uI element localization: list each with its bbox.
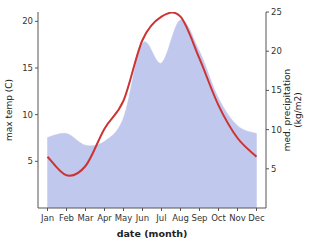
y2-tick-label: 5 bbox=[271, 164, 276, 174]
chart: Jan FebMarAprMayJun Jul AugSep OctNovDec 5 10 1… bbox=[0, 0, 318, 242]
x-tick-label: Apr bbox=[97, 213, 112, 223]
x-tick bbox=[256, 208, 257, 211]
x-axis-line bbox=[38, 208, 266, 209]
y2-axis-label: med. precipitation(kg/m2) bbox=[282, 69, 303, 151]
precipitation-area bbox=[48, 20, 257, 208]
y-tick-label: 15 bbox=[22, 63, 33, 73]
y-tick bbox=[35, 161, 38, 162]
temperature-line bbox=[48, 13, 257, 176]
y2-tick bbox=[266, 129, 269, 130]
x-tick bbox=[161, 208, 162, 211]
x-tick-label: Oct bbox=[211, 213, 226, 223]
y-tick bbox=[35, 21, 38, 22]
x-tick-label: May bbox=[115, 213, 133, 223]
x-tick-label: Jun bbox=[135, 213, 149, 223]
y2-axis-line bbox=[266, 12, 267, 208]
x-tick bbox=[218, 208, 219, 211]
y-tick-label: 10 bbox=[22, 110, 33, 120]
y2-tick bbox=[266, 90, 269, 91]
x-tick-label: Jul bbox=[155, 213, 166, 223]
y2-tick bbox=[266, 51, 269, 52]
x-axis-label: date (month) bbox=[117, 228, 188, 239]
y-axis-line bbox=[38, 12, 39, 208]
x-tick bbox=[47, 208, 48, 211]
y-axis-label: max temp (C) bbox=[4, 79, 14, 141]
y-tick bbox=[35, 114, 38, 115]
x-tick-label: Sep bbox=[191, 213, 207, 223]
x-tick bbox=[85, 208, 86, 211]
chart-container: Jan FebMarAprMayJun Jul AugSep OctNovDec 5 10 1… bbox=[0, 0, 318, 242]
y2-axis-label-line: (kg/m2) bbox=[293, 92, 303, 127]
y2-tick-label: 10 bbox=[271, 125, 282, 135]
x-tick bbox=[123, 208, 124, 211]
y2-tick bbox=[266, 168, 269, 169]
y-tick bbox=[35, 68, 38, 69]
x-tick-label: Nov bbox=[229, 213, 246, 223]
x-tick-label: Feb bbox=[59, 213, 74, 223]
y2-tick-label: 15 bbox=[271, 85, 282, 95]
x-tick-label: Mar bbox=[77, 213, 94, 223]
y-tick-label: 5 bbox=[28, 156, 33, 166]
x-tick-label: Jan bbox=[40, 213, 54, 223]
x-tick bbox=[142, 208, 143, 211]
y2-tick-label: 25 bbox=[271, 7, 282, 17]
x-tick-label: Aug bbox=[172, 213, 189, 223]
plot-area bbox=[48, 13, 257, 208]
y2-tick bbox=[266, 12, 269, 13]
y-tick-label: 20 bbox=[22, 16, 33, 26]
x-tick bbox=[180, 208, 181, 211]
x-tick bbox=[104, 208, 105, 211]
x-tick bbox=[237, 208, 238, 211]
x-tick-label: Dec bbox=[248, 213, 265, 223]
x-tick bbox=[66, 208, 67, 211]
y2-tick-label: 20 bbox=[271, 46, 282, 56]
y2-axis-label-line: med. precipitation bbox=[282, 69, 292, 151]
x-tick bbox=[199, 208, 200, 211]
